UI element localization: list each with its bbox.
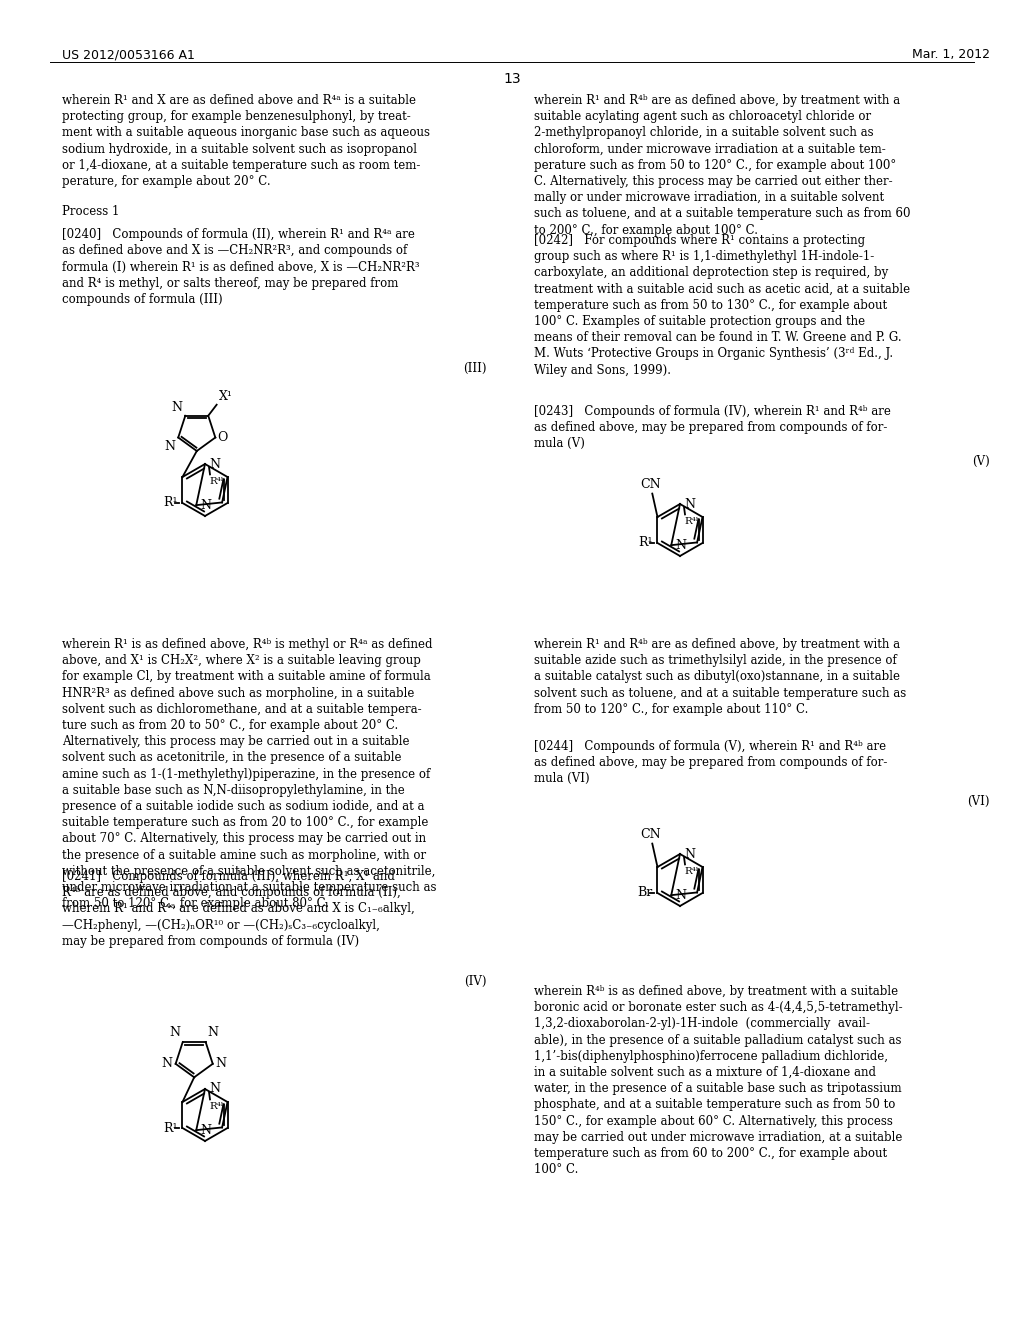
Text: R⁴ᵇ: R⁴ᵇ — [209, 477, 225, 486]
Text: N: N — [208, 1026, 219, 1039]
Text: N: N — [684, 498, 695, 511]
Text: wherein R⁴ᵇ is as defined above, by treatment with a suitable
boronic acid or bo: wherein R⁴ᵇ is as defined above, by trea… — [534, 985, 902, 1176]
Text: N: N — [201, 1123, 211, 1137]
Text: Mar. 1, 2012: Mar. 1, 2012 — [912, 48, 990, 61]
Text: wherein R¹ and X are as defined above and R⁴ᵃ is a suitable
protecting group, fo: wherein R¹ and X are as defined above an… — [62, 94, 430, 187]
Text: R¹: R¹ — [638, 536, 652, 549]
Text: R¹: R¹ — [163, 1122, 177, 1134]
Text: [0244]   Compounds of formula (V), wherein R¹ and R⁴ᵇ are
as defined above, may : [0244] Compounds of formula (V), wherein… — [534, 741, 888, 785]
Text: N: N — [162, 1057, 173, 1071]
Text: R⁴ᵇ: R⁴ᵇ — [684, 867, 700, 876]
Text: wherein R¹ is as defined above, R⁴ᵇ is methyl or R⁴ᵃ as defined
above, and X¹ is: wherein R¹ is as defined above, R⁴ᵇ is m… — [62, 638, 436, 911]
Text: N: N — [209, 458, 220, 470]
Text: US 2012/0053166 A1: US 2012/0053166 A1 — [62, 48, 195, 61]
Text: [0240]   Compounds of formula (II), wherein R¹ and R⁴ᵃ are
as defined above and : [0240] Compounds of formula (II), wherei… — [62, 228, 420, 306]
Text: (III): (III) — [464, 362, 487, 375]
Text: N: N — [684, 847, 695, 861]
Text: [0243]   Compounds of formula (IV), wherein R¹ and R⁴ᵇ are
as defined above, may: [0243] Compounds of formula (IV), wherei… — [534, 405, 891, 450]
Text: 13: 13 — [503, 73, 521, 86]
Text: CN: CN — [640, 828, 660, 841]
Text: (IV): (IV) — [465, 975, 487, 987]
Text: N: N — [171, 401, 182, 413]
Text: Br: Br — [637, 887, 652, 899]
Text: N: N — [209, 1082, 220, 1096]
Text: N: N — [675, 888, 686, 902]
Text: wherein R¹ and R⁴ᵇ are as defined above, by treatment with a
suitable acylating : wherein R¹ and R⁴ᵇ are as defined above,… — [534, 94, 910, 236]
Text: N: N — [216, 1057, 226, 1071]
Text: Process 1: Process 1 — [62, 205, 120, 218]
Text: R⁴ᵇ: R⁴ᵇ — [684, 517, 700, 525]
Text: N: N — [201, 499, 211, 512]
Text: N: N — [675, 539, 686, 552]
Text: R⁴ᵇ: R⁴ᵇ — [209, 1102, 225, 1111]
Text: CN: CN — [640, 478, 660, 491]
Text: (V): (V) — [972, 455, 990, 469]
Text: wherein R¹ and R⁴ᵇ are as defined above, by treatment with a
suitable azide such: wherein R¹ and R⁴ᵇ are as defined above,… — [534, 638, 906, 715]
Text: [0242]   For compounds where R¹ contains a protecting
group such as where R¹ is : [0242] For compounds where R¹ contains a… — [534, 234, 910, 376]
Text: (VI): (VI) — [968, 795, 990, 808]
Text: [0241]   Compounds of formula (III), wherein R¹, X¹ and
R⁴ᵇ are as defined above: [0241] Compounds of formula (III), where… — [62, 870, 415, 948]
Text: O: O — [217, 432, 227, 444]
Text: N: N — [170, 1026, 180, 1039]
Text: N: N — [164, 440, 175, 453]
Text: R¹: R¹ — [163, 496, 177, 510]
Text: X¹: X¹ — [219, 389, 232, 403]
